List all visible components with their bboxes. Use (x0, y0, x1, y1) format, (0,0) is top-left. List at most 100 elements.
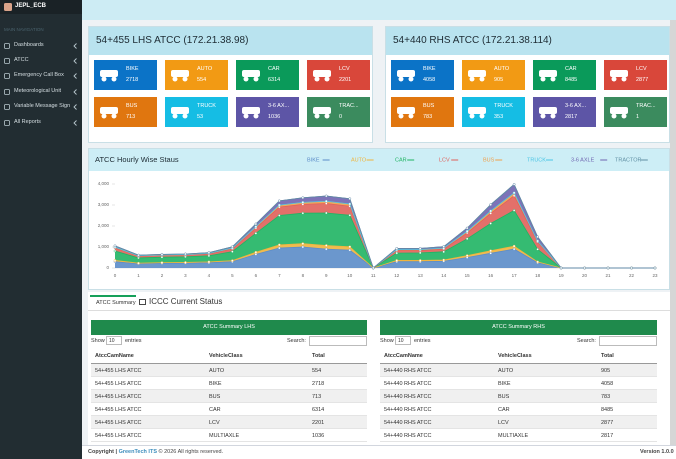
tab[interactable]: ATCC Summary (96, 300, 136, 306)
x-tick-label: 19 (559, 273, 565, 278)
data-point (560, 267, 562, 269)
table-cell: 54+455 LHS ATCC (95, 394, 142, 400)
data-point (490, 204, 492, 206)
legend-label: AUTO (351, 157, 367, 163)
x-tick-label: 13 (418, 273, 424, 278)
x-tick-label: 9 (325, 273, 328, 278)
length-select[interactable]: 10 (395, 336, 411, 345)
data-point (302, 201, 304, 203)
x-tick-label: 10 (347, 273, 353, 278)
summary-table: ATCC Summary LHSShow10entriesSearch:Atcc… (91, 320, 367, 445)
data-point (255, 223, 257, 225)
show-label: Show (380, 338, 394, 344)
data-point (537, 261, 539, 263)
data-point (255, 251, 257, 253)
data-point (513, 209, 515, 211)
footer-copyright: Copyright | GreenTech ITS © 2026 All rig… (88, 449, 223, 455)
x-tick-label: 23 (652, 273, 658, 278)
version: Version 1.0.0 (640, 449, 674, 455)
column-header[interactable]: Total (312, 353, 325, 359)
entries-label: entries (414, 338, 431, 344)
summary-table: ATCC Summary RHSShow10entriesSearch:Atcc… (380, 320, 657, 445)
length-value: 10 (398, 338, 404, 344)
table-cell: 1036 (312, 433, 324, 439)
tab-underline (88, 310, 670, 311)
table-cell: 6314 (312, 407, 324, 413)
data-point (349, 198, 351, 200)
company-link[interactable]: GreenTech ITS (119, 449, 157, 455)
table-cell: MULTIAXLE (209, 433, 239, 439)
table-header: ATCC Summary LHS (91, 320, 367, 335)
copyright-label: Copyright | (88, 449, 117, 455)
x-tick-label: 6 (255, 273, 258, 278)
data-point (255, 253, 257, 255)
length-select[interactable]: 10 (106, 336, 122, 345)
data-point (325, 212, 327, 214)
data-point (419, 252, 421, 254)
data-point (302, 197, 304, 199)
y-tick-label: 2,000 (98, 223, 110, 228)
column-header[interactable]: AtccCamName (95, 353, 134, 359)
data-point (466, 238, 468, 240)
tab-icon (139, 299, 147, 306)
table-row: 54+440 RHS ATCCAUTO905 (380, 364, 657, 377)
column-header[interactable]: VehicleClass (498, 353, 532, 359)
legend-label: TRUCK (527, 157, 546, 163)
legend-label: BUS (483, 157, 495, 163)
column-header[interactable]: VehicleClass (209, 353, 243, 359)
data-point (137, 254, 139, 256)
data-point (466, 230, 468, 232)
tab-active-border (90, 295, 136, 297)
table-cell: 54+440 RHS ATCC (384, 433, 431, 439)
column-header[interactable]: AtccCamName (384, 353, 423, 359)
table-cell: 54+440 RHS ATCC (384, 394, 431, 400)
data-point (114, 250, 116, 252)
data-point (325, 202, 327, 204)
data-point (278, 200, 280, 202)
data-point (278, 214, 280, 216)
table-cell: 554 (312, 368, 321, 374)
table-row: 54+455 LHS ATCCBUS713 (91, 390, 367, 403)
data-point (349, 203, 351, 205)
data-point (630, 267, 632, 269)
table-row: 54+440 RHS ATCCMULTIAXLE2817 (380, 429, 657, 442)
x-tick-label: 3 (184, 273, 187, 278)
data-point (278, 247, 280, 249)
data-point (443, 246, 445, 248)
search-input[interactable] (599, 336, 657, 346)
tab[interactable]: ICCC Current Status (149, 297, 222, 306)
column-header[interactable]: Total (601, 353, 614, 359)
x-tick-label: 2 (161, 273, 164, 278)
table-cell: LCV (498, 420, 509, 426)
data-point (419, 247, 421, 249)
table-row: 54+440 RHS ATCCBIKE4058 (380, 377, 657, 390)
x-tick-label: 22 (629, 273, 635, 278)
data-point (513, 192, 515, 194)
table-cell: BUS (209, 394, 220, 400)
data-point (537, 236, 539, 238)
legend-label: 3-6 AXLE (571, 157, 595, 163)
y-tick-label: 3,000 (98, 202, 110, 207)
table-row: 54+440 RHS ATCCBUS783 (380, 390, 657, 403)
search-input[interactable] (309, 336, 367, 346)
legend-label: BIKE (307, 157, 320, 163)
y-tick-label: 1,000 (98, 244, 110, 249)
data-point (490, 252, 492, 254)
data-point (231, 246, 233, 248)
data-point (513, 245, 515, 247)
table-row: 54+455 LHS ATCCCAR6314 (91, 403, 367, 416)
table-cell: 2817 (601, 433, 613, 439)
data-point (325, 200, 327, 202)
x-tick-label: 1 (137, 273, 140, 278)
table-row: 54+440 RHS ATCCCAR8485 (380, 403, 657, 416)
table-cell: 54+455 LHS ATCC (95, 407, 142, 413)
footer: Copyright | GreenTech ITS © 2026 All rig… (82, 445, 676, 459)
search-label: Search: (577, 338, 596, 344)
x-tick-label: 12 (394, 273, 400, 278)
table-row: 54+455 LHS ATCCLCV2201 (91, 416, 367, 429)
table-cell: 54+440 RHS ATCC (384, 420, 431, 426)
table-title: ATCC Summary LHS (91, 324, 367, 330)
x-tick-label: 5 (231, 273, 234, 278)
data-point (466, 255, 468, 257)
